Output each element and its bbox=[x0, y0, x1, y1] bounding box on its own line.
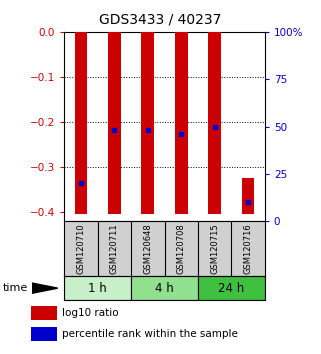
Text: GSM120716: GSM120716 bbox=[244, 223, 253, 274]
Bar bbox=[142, 32, 154, 215]
Text: log10 ratio: log10 ratio bbox=[62, 308, 119, 318]
Text: time: time bbox=[3, 283, 29, 293]
Text: GSM120710: GSM120710 bbox=[76, 223, 85, 274]
Bar bbox=[198, 276, 265, 300]
Bar bbox=[31, 306, 57, 320]
Text: GDS3433 / 40237: GDS3433 / 40237 bbox=[99, 12, 222, 27]
Text: GSM120708: GSM120708 bbox=[177, 223, 186, 274]
Text: 1 h: 1 h bbox=[88, 282, 107, 295]
Text: GSM120711: GSM120711 bbox=[110, 223, 119, 274]
Bar bbox=[64, 276, 131, 300]
Bar bbox=[175, 32, 187, 215]
Bar bbox=[208, 32, 221, 215]
Text: 24 h: 24 h bbox=[218, 282, 245, 295]
Bar bbox=[108, 32, 121, 215]
Bar bbox=[31, 327, 57, 341]
Bar bbox=[74, 32, 87, 215]
Text: 4 h: 4 h bbox=[155, 282, 174, 295]
Text: GSM120715: GSM120715 bbox=[210, 223, 219, 274]
Polygon shape bbox=[32, 283, 58, 293]
Bar bbox=[242, 178, 255, 215]
Text: percentile rank within the sample: percentile rank within the sample bbox=[62, 329, 238, 339]
Bar bbox=[131, 276, 198, 300]
Text: GSM120648: GSM120648 bbox=[143, 223, 152, 274]
